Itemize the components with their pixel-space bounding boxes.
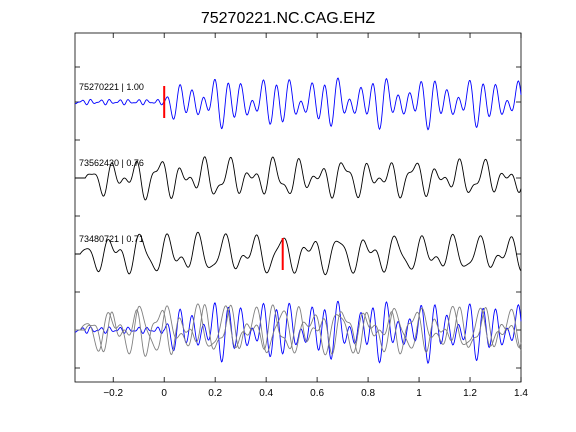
plot-frame	[74, 32, 522, 383]
trace-73562430	[75, 156, 522, 201]
x-tick-label-7: 1.2	[463, 388, 477, 399]
chart-title: 75270221.NC.CAG.EHZ	[201, 10, 376, 27]
overlay-trace-75270221	[74, 300, 522, 365]
x-tick-label-0: −0.2	[103, 388, 123, 399]
trace-labels: 75270221 | 1.00 73562430 | 0.76 73480721 |…	[79, 82, 144, 244]
overlay-trace-73480721	[75, 303, 522, 356]
x-tick-label-2: 0.2	[208, 388, 222, 399]
overlay-trace-73562430	[75, 304, 522, 357]
x-tick-label-6: 1	[416, 388, 422, 399]
x-tick-label-8: 1.4	[514, 388, 528, 399]
trace-label-73562430: 73562430 | 0.76	[79, 158, 144, 168]
axes: −0.2 0 0.2 0.4 0.6 0.8 1 1.2 1.4	[75, 33, 528, 399]
traces	[74, 77, 522, 365]
trace-73480721	[75, 231, 522, 276]
x-tick-label-3: 0.4	[259, 388, 273, 399]
trace-label-73480721: 73480721 | 0.71	[79, 234, 144, 244]
trace-label-75270221: 75270221 | 1.00	[79, 82, 144, 92]
x-tick-label-5: 0.8	[361, 388, 375, 399]
x-tick-label-4: 0.6	[310, 388, 324, 399]
trace-75270221	[74, 77, 522, 131]
x-tick-label-1: 0	[161, 388, 167, 399]
pick-markers	[163, 86, 284, 270]
